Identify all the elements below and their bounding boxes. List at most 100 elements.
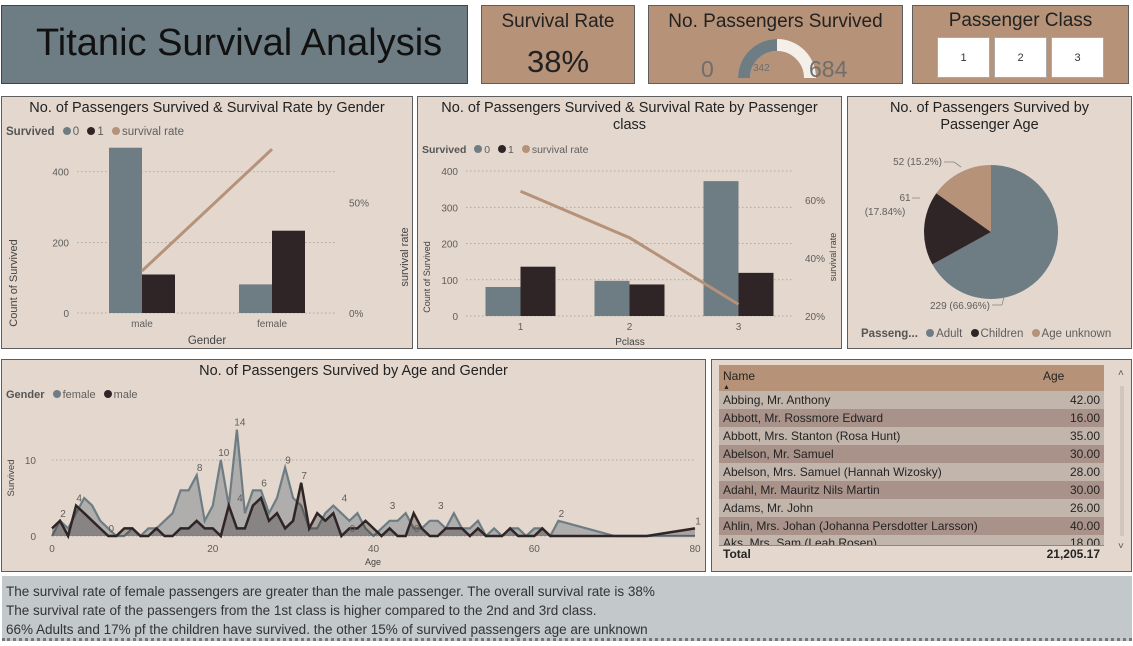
line-male (51, 482, 696, 540)
gender-chart-plot: Count of Survived survival rate Gender 0… (8, 147, 411, 347)
x-tick-label: 80 (689, 544, 701, 555)
table-row[interactable]: Abbott, Mrs. Stanton (Rosa Hunt) 35.00 (719, 427, 1104, 445)
y2-tick-label: 60% (805, 196, 825, 207)
y2-axis-title: survival rate (828, 233, 838, 282)
legend-item: 0 (484, 144, 491, 156)
cell-name: Abbing, Mr. Anthony (723, 393, 831, 407)
table-row[interactable]: Ahlin, Mrs. Johan (Johanna Persdotter La… (719, 517, 1104, 535)
point-label: 14 (234, 418, 246, 429)
y-axis-title: Count of Survived (8, 239, 20, 326)
table-row[interactable]: Aks, Mrs. Sam (Leah Rosen) 18.00 (719, 535, 1104, 545)
legend-item: Children (980, 328, 1024, 340)
table-row[interactable]: Abbott, Mr. Rossmore Edward 16.00 (719, 409, 1104, 427)
point-label: 4 (76, 494, 82, 505)
dashboard-title-card: Titanic Survival Analysis (1, 5, 468, 84)
bar-survived (738, 272, 774, 316)
bar-not-survived (109, 147, 142, 313)
note-line-2: The survival rate of the passengers from… (6, 603, 597, 618)
table-header: Name ▲ Age (719, 365, 1104, 391)
slicer-option-class-1[interactable]: 1 (937, 37, 990, 78)
cell-name: Ahlin, Mrs. Johan (Johanna Persdotter La… (723, 519, 978, 533)
x-axis-title: Age (365, 557, 381, 567)
column-header-age[interactable]: Age (1043, 369, 1065, 383)
bar-not-survived (594, 280, 630, 316)
table-row[interactable]: Abelson, Mrs. Samuel (Hannah Wizosky) 28.… (719, 463, 1104, 481)
cell-name: Abelson, Mr. Samuel (723, 447, 834, 461)
survived-gauge (738, 39, 816, 79)
bar-survived (142, 274, 175, 313)
cell-name: Abbott, Mrs. Stanton (Rosa Hunt) (723, 429, 901, 443)
pie-slice-age-unknown (936, 165, 991, 232)
x-tick-label: 2 (627, 322, 633, 333)
total-label: Total (723, 547, 751, 561)
legend-item: survival rate (531, 144, 589, 156)
survival-rate-value: 38% (526, 44, 590, 79)
legend-title: Passeng... (861, 328, 918, 340)
point-label: 1 (695, 516, 701, 527)
scroll-thumb[interactable] (1120, 386, 1124, 536)
scroll-down-icon[interactable]: ˅ (1118, 541, 1124, 552)
passenger-class-slicer: Passenger Class 1 2 3 (912, 5, 1129, 84)
gender-chart-legend: Survived 0 1 survival rate (6, 126, 184, 138)
point-label: 0 (414, 524, 420, 535)
legend-item: Adult (936, 328, 963, 340)
x-tick-label: 20 (207, 544, 219, 555)
scroll-up-icon[interactable]: ˄ (1118, 368, 1124, 379)
point-label: 0 (350, 524, 356, 535)
table-scrollbar[interactable]: ˄ ˅ (1116, 366, 1128, 558)
point-label: 2 (60, 509, 66, 520)
point-label: 6 (261, 478, 267, 489)
legend-item: Age unknown (1041, 328, 1112, 340)
x-axis-title: Gender (188, 335, 227, 347)
y2-tick-label: 40% (805, 254, 825, 265)
note-line-1: The survival rate of female passengers a… (6, 584, 655, 599)
bar-survived (629, 284, 665, 316)
point-label: 3 (438, 501, 444, 512)
pie-label-children-count: 61 (899, 193, 911, 204)
note-line-3: 66% Adults and 17% pf the children have … (6, 622, 648, 637)
point-label: 7 (301, 471, 307, 482)
insights-notes: The survival rate of female passengers a… (2, 576, 1132, 641)
table-total-row: Total 21,205.17 (719, 545, 1104, 561)
x-tick-label: 40 (368, 544, 380, 555)
gauge-min: 0 (701, 56, 714, 82)
pie-slice-children (924, 193, 991, 265)
passenger-table-card: Name ▲ Age Abbing, Mr. Anthony 42.00 Abbot… (711, 359, 1132, 572)
cell-age: 40.00 (1069, 519, 1100, 533)
age-pie-plot: 52 (15.2%) 61 (17.84%) 229 (66.96%) (865, 157, 1059, 312)
table-row[interactable]: Abelson, Mr. Samuel 30.00 (719, 445, 1104, 463)
bar-survived (520, 266, 556, 316)
class-chart-plot: Count of Survived survival rate Pclass 0… (422, 167, 838, 348)
column-header-name[interactable]: Name ▲ (719, 365, 1037, 391)
gender-chart-card: No. of Passengers Survived & Survival Ra… (1, 96, 413, 349)
pie-label-children-pct: (17.84%) (865, 207, 906, 218)
y-tick-label: 10 (25, 456, 37, 467)
pie-label-adult: 229 (66.96%) (930, 301, 990, 312)
gauge-max: 684 (809, 56, 848, 82)
line-female (51, 429, 695, 538)
point-label: 10 (218, 448, 230, 459)
slicer-option-class-2[interactable]: 2 (994, 37, 1047, 78)
bar-survived (272, 230, 305, 313)
class-chart-title: No. of Passengers Survived & Survival Ra… (441, 100, 818, 133)
sort-asc-icon: ▲ (723, 384, 730, 391)
table-row[interactable]: Adahl, Mr. Mauritz Nils Martin 30.00 (719, 481, 1104, 499)
x-axis-title: Pclass (615, 337, 644, 348)
legend-title: Survived (422, 144, 467, 156)
bar-not-survived (703, 181, 739, 316)
point-label: 3 (390, 501, 396, 512)
cell-name: Adams, Mr. John (723, 501, 814, 515)
y-tick-label: 200 (52, 238, 69, 249)
slicer-option-class-3[interactable]: 3 (1051, 37, 1104, 78)
table-row[interactable]: Adams, Mr. John 26.00 (719, 499, 1104, 517)
table-row[interactable]: Abbing, Mr. Anthony 42.00 (719, 391, 1104, 409)
legend-item: 0 (72, 126, 80, 138)
legend-title: Survived (6, 126, 55, 138)
x-tick-label: 0 (49, 544, 55, 555)
survival-rate-label: Survival Rate (501, 11, 615, 32)
pie-label-unknown: 52 (15.2%) (893, 157, 942, 168)
pie-slice-adult (932, 164, 1059, 299)
legend-item: male (113, 389, 138, 401)
cell-age: 35.00 (1069, 429, 1100, 443)
